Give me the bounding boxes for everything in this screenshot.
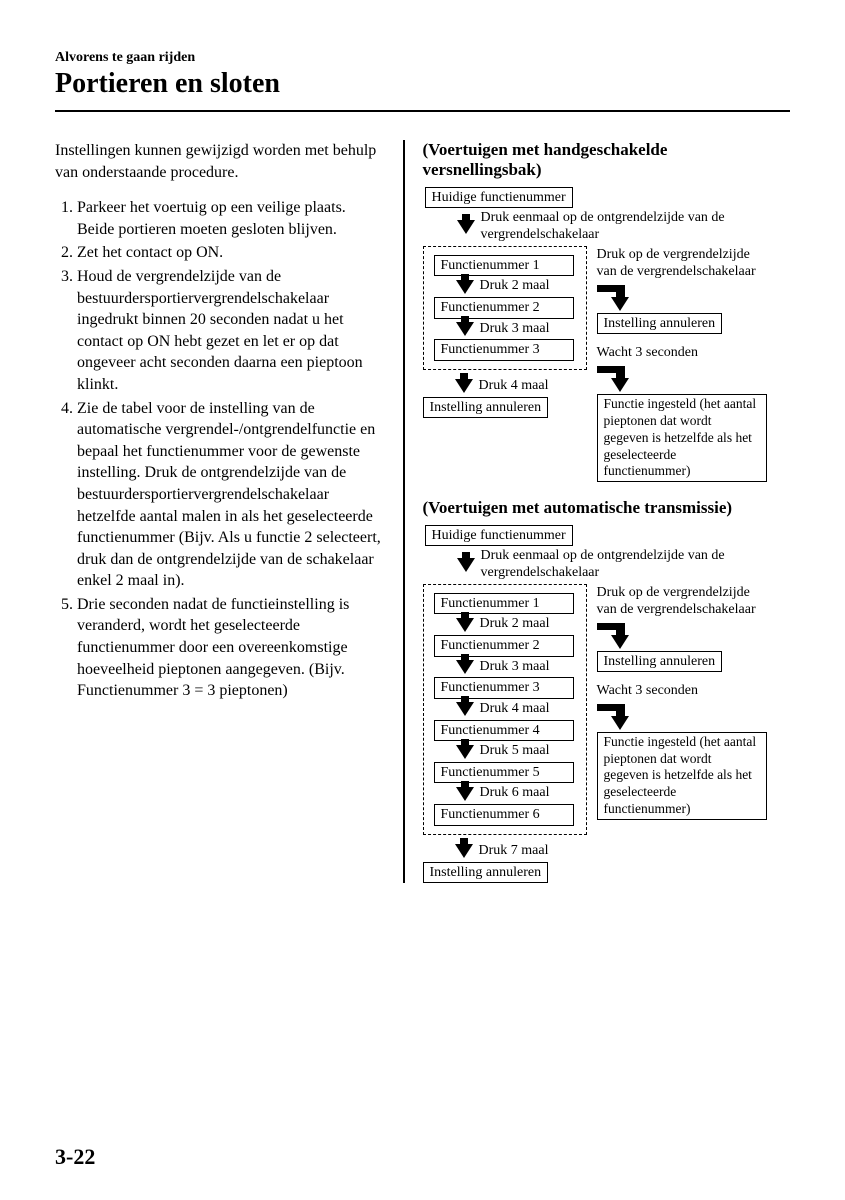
down-arrow-icon — [455, 844, 473, 858]
left-column: Instellingen kunnen gewijzigd worden met… — [55, 140, 403, 883]
manual-heading: (Voertuigen met handgeschakelde versnell… — [423, 140, 779, 181]
content-columns: Instellingen kunnen gewijzigd worden met… — [55, 140, 790, 883]
side-cancel-box: Instelling annuleren — [597, 651, 723, 673]
dashed-group: Functienummer 1 Druk 2 maal Functienumme… — [423, 584, 587, 835]
down-arrow-icon — [457, 558, 475, 572]
press-text: Druk 4 maal — [480, 701, 550, 718]
function-box: Functienummer 1 — [434, 593, 574, 615]
elbow-arrow-icon — [597, 623, 629, 649]
down-arrow-icon — [456, 787, 474, 801]
press-text: Druk 4 maal — [479, 378, 549, 395]
function-box: Functienummer 1 — [434, 255, 574, 277]
down-arrow-icon — [456, 745, 474, 759]
page-number: 3-22 — [55, 1144, 95, 1170]
title-rule — [55, 110, 790, 112]
first-press-text: Druk eenmaal op de ontgrendelzijde van d… — [481, 210, 741, 244]
wait-text: Wacht 3 seconden — [597, 682, 773, 700]
down-arrow-icon — [456, 702, 474, 716]
intro-text: Instellingen kunnen gewijzigd worden met… — [55, 140, 381, 183]
manual-left-group: Functienummer 1 Druk 2 maal Functienumme… — [423, 246, 587, 418]
function-box: Functienummer 2 — [434, 297, 574, 319]
right-column: (Voertuigen met handgeschakelde versnell… — [423, 140, 779, 883]
side-cancel-box: Instelling annuleren — [597, 313, 723, 335]
list-item: Zie de tabel voor de instelling van de a… — [77, 398, 381, 592]
down-arrow-icon — [456, 322, 474, 336]
page-title: Portieren en sloten — [55, 68, 790, 100]
elbow-arrow-icon — [597, 285, 629, 311]
procedure-list: Parkeer het voertuig op een veilige plaa… — [55, 197, 381, 702]
column-divider — [403, 140, 405, 883]
press-text: Druk 5 maal — [480, 743, 550, 760]
list-item: Zet het contact op ON. — [77, 242, 381, 264]
cancel-box: Instelling annuleren — [423, 862, 549, 884]
auto-side-group: Druk op de vergrendelzijde van de vergre… — [597, 584, 773, 820]
list-item: Parkeer het voertuig op een veilige plaa… — [77, 197, 381, 240]
press-text: Druk 3 maal — [480, 321, 550, 338]
pre-title: Alvorens te gaan rijden — [55, 50, 790, 66]
elbow-arrow-icon — [597, 366, 629, 392]
press-text: Druk 2 maal — [480, 278, 550, 295]
function-box: Functienummer 6 — [434, 804, 574, 826]
list-item: Drie seconden nadat de functieinstelling… — [77, 594, 381, 702]
function-box: Functienummer 5 — [434, 762, 574, 784]
elbow-arrow-icon — [597, 704, 629, 730]
down-arrow-icon — [456, 660, 474, 674]
function-box: Functienummer 2 — [434, 635, 574, 657]
function-box: Functienummer 3 — [434, 677, 574, 699]
press-text: Druk 2 maal — [480, 616, 550, 633]
current-box: Huidige functienummer — [425, 187, 573, 209]
first-press-text: Druk eenmaal op de ontgrendelzijde van d… — [481, 548, 741, 582]
manual-side-group: Druk op de vergrendelzijde van de vergre… — [597, 246, 773, 482]
current-box: Huidige functienummer — [425, 525, 573, 547]
result-box: Functie ingesteld (het aantal pieptonen … — [597, 732, 767, 820]
list-item: Houd de vergrendelzijde van de bestuurde… — [77, 266, 381, 396]
press-text: Druk 7 maal — [479, 843, 549, 860]
dashed-group: Functienummer 1 Druk 2 maal Functienumme… — [423, 246, 587, 370]
press-text: Druk 6 maal — [480, 785, 550, 802]
down-arrow-icon — [455, 379, 473, 393]
function-box: Functienummer 4 — [434, 720, 574, 742]
cancel-box: Instelling annuleren — [423, 397, 549, 419]
manual-flow: Huidige functienummer Druk eenmaal op de… — [423, 187, 779, 482]
auto-left-group: Functienummer 1 Druk 2 maal Functienumme… — [423, 584, 587, 883]
function-box: Functienummer 3 — [434, 339, 574, 361]
side-text: Druk op de vergrendelzijde van de vergre… — [597, 584, 773, 619]
down-arrow-icon — [456, 280, 474, 294]
side-text: Druk op de vergrendelzijde van de vergre… — [597, 246, 773, 281]
wait-text: Wacht 3 seconden — [597, 344, 773, 362]
press-text: Druk 3 maal — [480, 659, 550, 676]
down-arrow-icon — [456, 618, 474, 632]
page-header: Alvorens te gaan rijden Portieren en slo… — [55, 50, 790, 100]
result-box: Functie ingesteld (het aantal pieptonen … — [597, 394, 767, 482]
down-arrow-icon — [457, 220, 475, 234]
auto-flow: Huidige functienummer Druk eenmaal op de… — [423, 525, 779, 883]
auto-heading: (Voertuigen met automatische transmissie… — [423, 498, 779, 518]
